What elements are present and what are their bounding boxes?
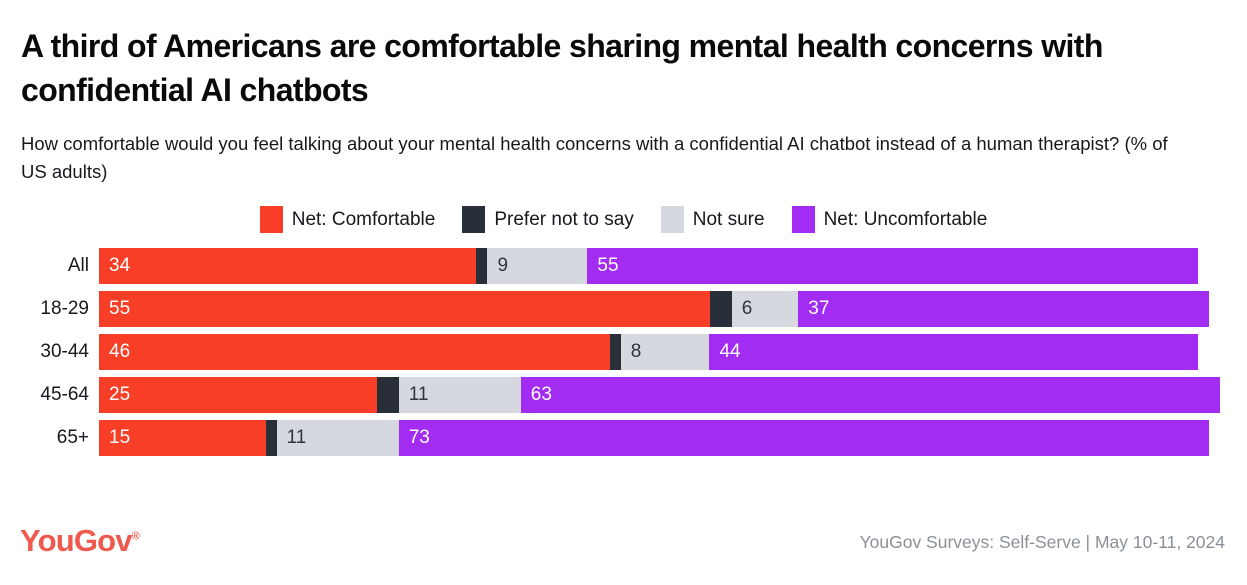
legend-swatch-icon bbox=[791, 206, 815, 233]
bar-segment bbox=[265, 420, 277, 456]
bar-segment: 44 bbox=[709, 334, 1198, 370]
legend-label: Net: Comfortable bbox=[291, 208, 436, 230]
segment-value-label: 73 bbox=[408, 427, 430, 448]
bar-segment: 46 bbox=[99, 334, 610, 370]
category-label: All bbox=[67, 255, 89, 276]
bar-stack: 25 11 63 bbox=[99, 377, 1221, 413]
bar-segment: 11 bbox=[398, 377, 521, 413]
chart-row: 30-44 46 8 44 bbox=[0, 334, 1247, 370]
page: A third of Americans are comfortable sha… bbox=[0, 24, 1247, 585]
legend-item: Prefer not to say bbox=[462, 206, 634, 233]
bar-segment: 11 bbox=[276, 420, 399, 456]
chart-row: 65+ 15 11 73 bbox=[0, 420, 1247, 456]
footer: YouGov® YouGov Surveys: Self-Serve | May… bbox=[0, 523, 1247, 559]
yougov-logo-text: YouGov bbox=[20, 523, 133, 558]
legend-label: Not sure bbox=[692, 208, 765, 230]
segment-value-label: 44 bbox=[719, 341, 741, 362]
bar-segment: 34 bbox=[99, 248, 477, 284]
bar-segment: 55 bbox=[99, 291, 710, 327]
legend-item: Net: Uncomfortable bbox=[791, 206, 988, 233]
bar-segment: 55 bbox=[587, 248, 1198, 284]
segment-value-label: 8 bbox=[630, 341, 642, 362]
legend: Net: Comfortable Prefer not to say Not sur… bbox=[0, 206, 1247, 233]
bar-segment: 8 bbox=[620, 334, 710, 370]
category-label: 30-44 bbox=[40, 341, 89, 362]
bar-segment: 6 bbox=[731, 291, 799, 327]
bar-segment: 25 bbox=[99, 377, 377, 413]
legend-label: Net: Uncomfortable bbox=[823, 208, 988, 230]
legend-swatch-icon bbox=[660, 206, 684, 233]
bar-stack: 55 6 37 bbox=[99, 291, 1209, 327]
legend-swatch-icon bbox=[462, 206, 486, 233]
segment-value-label: 55 bbox=[109, 298, 131, 319]
bar-stack: 15 11 73 bbox=[99, 420, 1209, 456]
segment-value-label: 63 bbox=[530, 384, 552, 405]
segment-value-label: 25 bbox=[109, 384, 131, 405]
segment-value-label: 11 bbox=[408, 384, 429, 405]
bar-segment bbox=[709, 291, 732, 327]
yougov-logo: YouGov® bbox=[20, 523, 140, 559]
chart-row: 45-64 25 11 63 bbox=[0, 377, 1247, 413]
bar-stack: 46 8 44 bbox=[99, 334, 1198, 370]
segment-value-label: 37 bbox=[808, 298, 830, 319]
segment-value-label: 55 bbox=[597, 255, 619, 276]
bar-segment bbox=[609, 334, 621, 370]
bar-segment: 9 bbox=[487, 248, 588, 284]
bar-segment: 15 bbox=[99, 420, 266, 456]
bar-segment bbox=[376, 377, 399, 413]
chart-row: 18-29 55 6 37 bbox=[0, 291, 1247, 327]
segment-value-label: 9 bbox=[497, 255, 509, 276]
segment-value-label: 34 bbox=[109, 255, 131, 276]
bar-segment bbox=[476, 248, 488, 284]
legend-swatch-icon bbox=[259, 206, 283, 233]
source-text: YouGov Surveys: Self-Serve | May 10-11, … bbox=[859, 532, 1225, 552]
bar-segment: 73 bbox=[398, 420, 1209, 456]
bar-segment: 37 bbox=[798, 291, 1209, 327]
bar-stack: 34 9 55 bbox=[99, 248, 1198, 284]
legend-item: Net: Comfortable bbox=[259, 206, 436, 233]
segment-value-label: 6 bbox=[741, 298, 753, 319]
registered-trademark-icon: ® bbox=[131, 530, 140, 543]
chart-row: All 34 9 55 bbox=[0, 248, 1247, 284]
category-label: 65+ bbox=[56, 427, 89, 448]
segment-value-label: 46 bbox=[109, 341, 131, 362]
segment-value-label: 15 bbox=[109, 427, 131, 448]
bar-segment: 63 bbox=[520, 377, 1221, 413]
segment-value-label: 11 bbox=[286, 427, 307, 448]
legend-label: Prefer not to say bbox=[494, 208, 634, 230]
category-label: 45-64 bbox=[40, 384, 89, 405]
page-title: A third of Americans are comfortable sha… bbox=[21, 28, 1103, 108]
category-label: 18-29 bbox=[40, 298, 89, 319]
stacked-bar-chart: All 34 9 55 18-29 55 6 37 30-44 46 8 44 45-64 25 11 63 6… bbox=[0, 248, 1247, 456]
legend-item: Not sure bbox=[660, 206, 765, 233]
chart-question-subtitle: How comfortable would you feel talking a… bbox=[21, 133, 1168, 182]
